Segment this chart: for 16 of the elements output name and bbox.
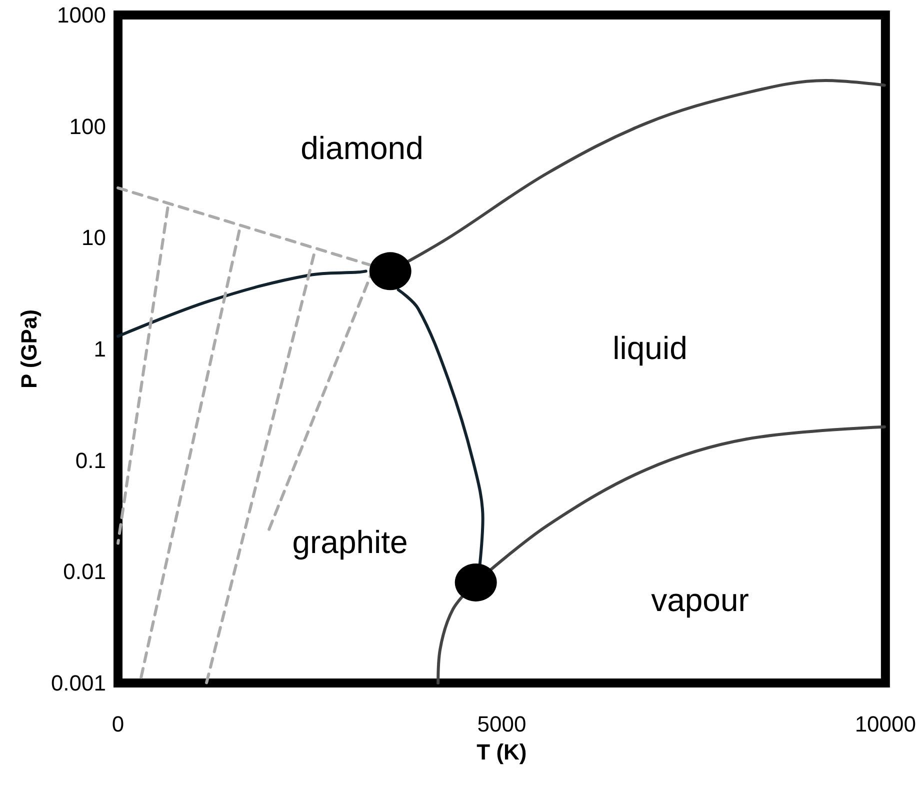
x-tick-label: 10000: [854, 712, 916, 736]
annotation: diamond: [300, 130, 424, 166]
x-axis-title: T (K): [476, 740, 527, 764]
x-tick-label: 5000: [477, 712, 526, 736]
y-tick-label: 1000: [57, 2, 106, 28]
y-tick-label: 0.001: [50, 670, 106, 696]
x-tick-label: 0: [112, 712, 124, 736]
y-tick-label: 0.01: [63, 559, 106, 584]
y-tick-label: 0.1: [75, 448, 106, 473]
annotation: vapour: [651, 582, 750, 618]
annotation: liquid: [612, 330, 688, 366]
y-tick-label: 10: [82, 225, 106, 250]
y-axis-title: P (GPa): [16, 309, 42, 389]
annotation: graphite: [292, 524, 408, 560]
y-tick-label: 100: [69, 114, 106, 139]
y-tick-label: 1: [94, 336, 106, 362]
